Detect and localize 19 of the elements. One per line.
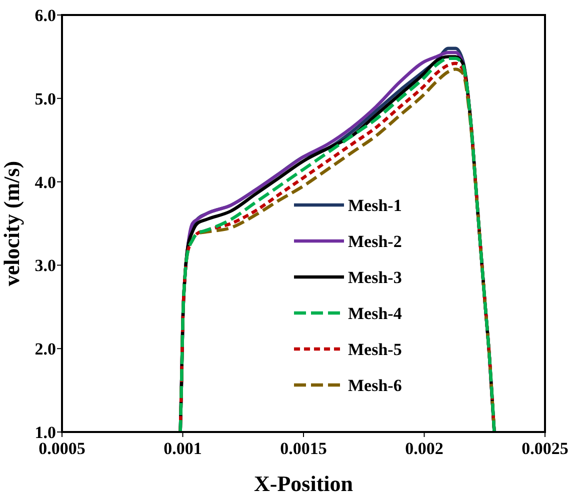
x-tick-label: 0.0005 — [38, 439, 86, 458]
legend-label: Mesh-1 — [348, 196, 402, 215]
x-tick-label: 0.0025 — [522, 439, 568, 458]
y-tick-label: 3.0 — [34, 256, 56, 276]
y-tick-label: 4.0 — [34, 172, 56, 192]
x-tick-label: 0.0015 — [280, 439, 327, 458]
y-tick-label: 6.0 — [34, 6, 56, 25]
y-axis-title: velocity (m/s) — [0, 160, 24, 286]
x-tick-label: 0.001 — [164, 439, 202, 458]
y-tick-label: 5.0 — [34, 89, 56, 108]
y-tick-label: 2.0 — [34, 340, 56, 359]
x-axis-title: X-Position — [254, 471, 353, 496]
legend-label: Mesh-2 — [348, 232, 402, 251]
x-tick-label: 0.002 — [405, 439, 444, 458]
legend-label: Mesh-3 — [348, 268, 402, 287]
y-tick-label: 1.0 — [34, 423, 56, 442]
legend-label: Mesh-4 — [348, 304, 402, 323]
legend-label: Mesh-5 — [348, 340, 402, 359]
legend-label: Mesh-6 — [348, 376, 402, 395]
